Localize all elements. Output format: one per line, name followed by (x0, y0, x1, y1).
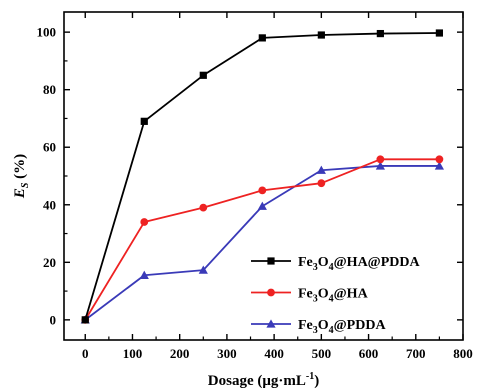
data-point (376, 155, 385, 164)
data-point (434, 161, 444, 170)
data-point (375, 161, 385, 170)
y-tick-label: 40 (43, 197, 56, 212)
legend-item: Fe3O4@PDDA (251, 318, 386, 336)
series-circle (81, 155, 444, 324)
y-tick-label: 0 (50, 312, 57, 327)
x-tick-label: 400 (264, 346, 284, 361)
data-point (199, 71, 207, 79)
x-axis: 0 100 200 300 400 500 600 700 800 (82, 12, 473, 361)
data-point (316, 165, 326, 174)
series-line (84, 32, 440, 321)
series-triangle (80, 161, 444, 324)
data-point (258, 34, 266, 42)
series-line (84, 158, 440, 321)
x-tick-label: 200 (170, 346, 190, 361)
x-tick-label: 0 (82, 346, 89, 361)
x-tick-label: 500 (312, 346, 332, 361)
x-tick-label: 100 (123, 346, 143, 361)
y-tick-label: 80 (43, 82, 56, 97)
data-point (317, 179, 326, 188)
data-point (317, 31, 325, 39)
y-axis: 0 20 40 60 80 100 (37, 25, 463, 327)
series-square (81, 29, 443, 324)
data-point (140, 218, 149, 226)
data-point (139, 270, 149, 279)
legend-marker (267, 288, 275, 297)
data-point (376, 29, 384, 38)
legend-item: Fe3O4@HA (251, 287, 369, 305)
data-point (258, 186, 267, 195)
data-point (81, 316, 89, 324)
y-tick-label: 20 (43, 255, 56, 270)
x-tick-label: 700 (406, 346, 426, 361)
y-tick-label: 100 (37, 25, 57, 40)
data-point (435, 29, 443, 37)
y-tick-label: 60 (43, 140, 56, 155)
data-point (257, 201, 267, 210)
x-axis-title: Dosage (μg·mL-1) (208, 371, 319, 389)
legend-label: Fe3O4@HA@PDDA (298, 255, 420, 273)
legend-marker (266, 319, 276, 328)
legend: Fe3O4@HA@PDDA Fe3O4@HA Fe3O4@PDDA (251, 255, 420, 336)
data-point (198, 265, 208, 274)
x-tick-label: 600 (359, 346, 379, 361)
x-tick-label: 300 (217, 346, 237, 361)
legend-marker (267, 257, 275, 265)
legend-label: Fe3O4@PDDA (298, 318, 386, 336)
y-axis-title: ES (%) (12, 154, 31, 199)
data-point (435, 155, 444, 164)
x-tick-label: 800 (453, 346, 473, 361)
data-point (199, 203, 208, 212)
data-point (140, 117, 148, 125)
series-layer (80, 29, 444, 324)
legend-label: Fe3O4@HA (298, 287, 369, 305)
legend-item: Fe3O4@HA@PDDA (251, 255, 420, 273)
